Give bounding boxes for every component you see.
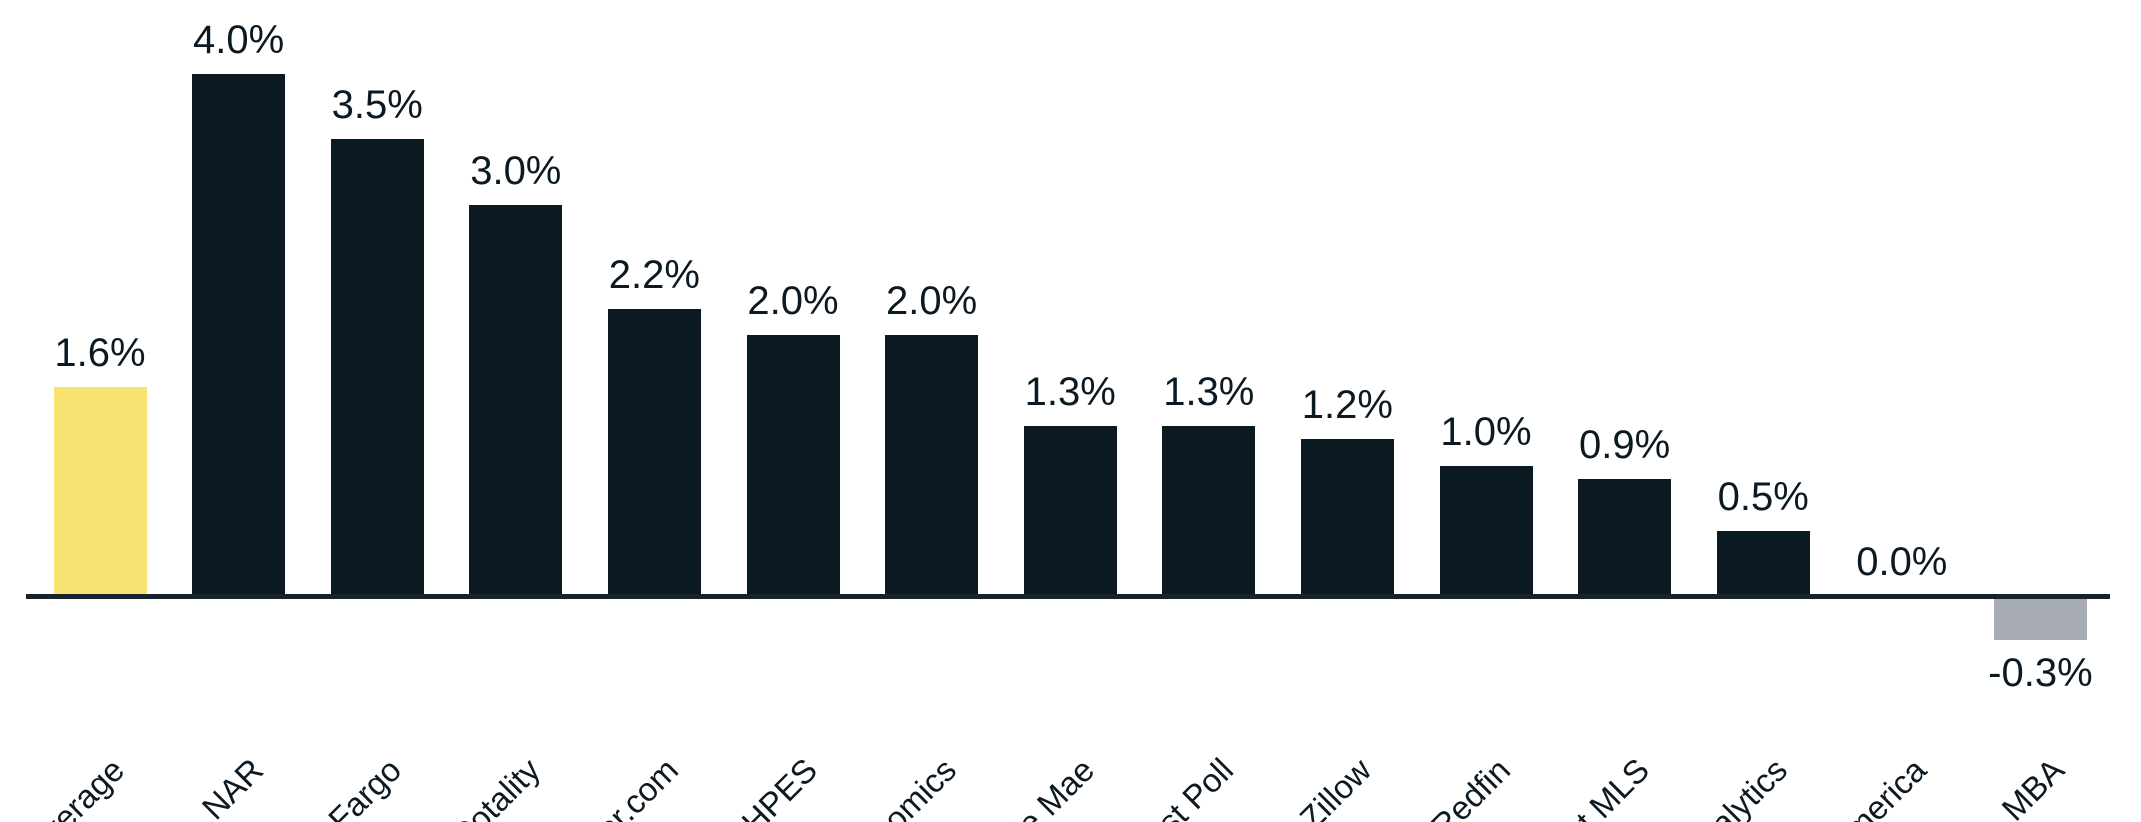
bar bbox=[1023, 426, 1117, 596]
bar-value-label: 1.2% bbox=[1301, 383, 1393, 428]
bar-value-label: 4.0% bbox=[193, 18, 285, 62]
bar bbox=[1162, 426, 1256, 596]
bar-value-label: 0.5% bbox=[1717, 474, 1809, 519]
x-axis-line bbox=[26, 594, 2110, 599]
bar-value-label: 1.3% bbox=[1163, 370, 1255, 415]
bar bbox=[1578, 478, 1672, 596]
bar-value-label: 3.5% bbox=[331, 83, 423, 128]
bar bbox=[330, 139, 424, 596]
bar bbox=[1993, 596, 2087, 641]
bar bbox=[885, 335, 979, 596]
bar-value-label: 2.0% bbox=[886, 279, 978, 323]
bar bbox=[1300, 439, 1394, 596]
bar bbox=[53, 387, 147, 596]
bar-value-label: 3.0% bbox=[470, 148, 562, 193]
x-tick-label: Average bbox=[18, 751, 132, 822]
bar-value-label: 1.0% bbox=[1440, 409, 1532, 454]
bar bbox=[1439, 465, 1533, 596]
bar bbox=[746, 335, 840, 596]
bar bbox=[469, 204, 563, 596]
bar-value-label: 0.0% bbox=[1856, 540, 1948, 584]
bar bbox=[607, 308, 701, 596]
bar-value-label: -0.3% bbox=[1988, 651, 2093, 696]
bar-value-label: 2.0% bbox=[747, 279, 839, 323]
bar-value-label: 0.9% bbox=[1579, 422, 1671, 467]
bar-value-label: 1.3% bbox=[1024, 370, 1116, 415]
bar bbox=[192, 74, 286, 596]
bar bbox=[1716, 530, 1810, 596]
x-tick-label: NAR bbox=[194, 751, 270, 822]
bar-value-label: 1.6% bbox=[54, 331, 146, 376]
bar-value-label: 2.2% bbox=[608, 252, 700, 297]
